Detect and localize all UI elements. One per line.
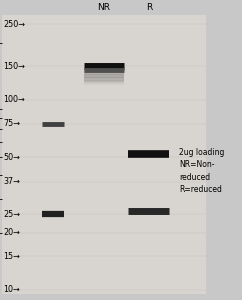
Text: 2ug loading
NR=Non-
reduced
R=reduced: 2ug loading NR=Non- reduced R=reduced <box>179 148 225 194</box>
Text: 75→: 75→ <box>3 119 20 128</box>
Text: NR: NR <box>98 3 111 12</box>
Text: 100→: 100→ <box>3 95 25 104</box>
Text: R: R <box>146 3 152 12</box>
Text: 150→: 150→ <box>3 62 25 71</box>
Text: 15→: 15→ <box>3 252 20 261</box>
Text: 20→: 20→ <box>3 228 20 237</box>
Text: 50→: 50→ <box>3 153 20 162</box>
Text: 37→: 37→ <box>3 177 20 186</box>
Text: 10→: 10→ <box>3 285 20 294</box>
Text: 250→: 250→ <box>3 20 25 29</box>
Text: 25→: 25→ <box>3 210 20 219</box>
